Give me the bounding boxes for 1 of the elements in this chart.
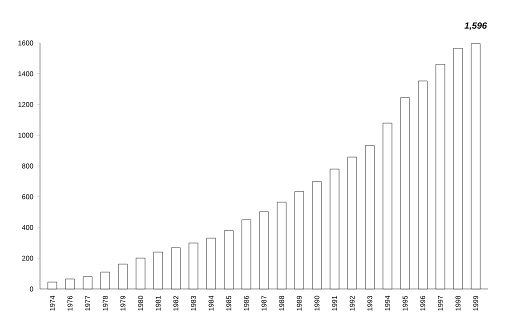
data-label: 1,596 (464, 22, 487, 30)
